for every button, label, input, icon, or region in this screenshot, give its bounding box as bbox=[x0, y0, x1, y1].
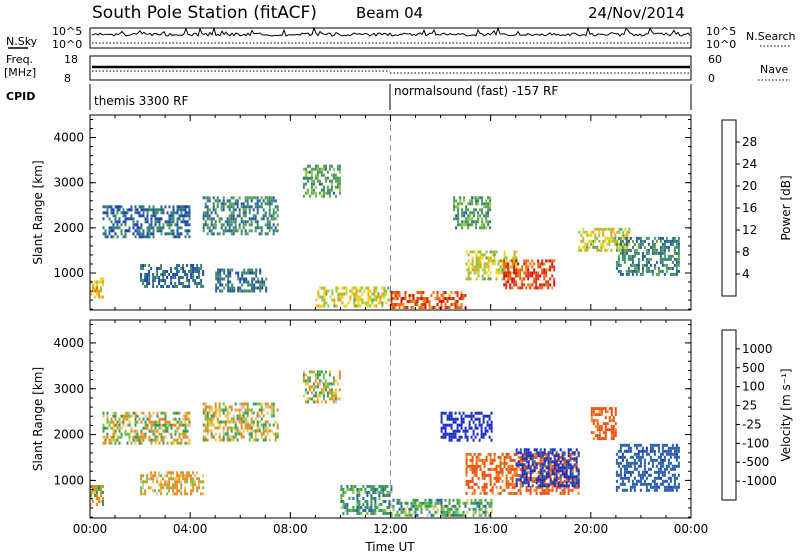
data-region bbox=[440, 411, 493, 442]
colorbar-tick-label: 24 bbox=[742, 157, 757, 171]
y-axis-label: Slant Range [km] bbox=[31, 367, 45, 471]
data-region bbox=[302, 164, 341, 198]
y-tick-label: 1000 bbox=[53, 266, 84, 280]
nsearch-tick-bottom: 10^0 bbox=[706, 38, 736, 51]
nave-tick-top: 60 bbox=[708, 53, 722, 66]
data-region bbox=[390, 498, 493, 517]
data-region bbox=[578, 227, 631, 252]
freq-label-1: Freq. bbox=[6, 53, 33, 66]
date-label: 24/Nov/2014 bbox=[588, 4, 685, 22]
colorbar-tick-label: 25 bbox=[742, 399, 757, 413]
freq-tick-top: 18 bbox=[64, 53, 78, 66]
cpid-label: CPID bbox=[6, 90, 35, 103]
y-tick-label: 2000 bbox=[53, 221, 84, 235]
x-tick-label: 04:00 bbox=[173, 522, 208, 536]
power-colorbar: 4 8 12 16 20 24 28 Power [dB] bbox=[721, 119, 793, 297]
x-tick-label: 20:00 bbox=[574, 522, 609, 536]
x-tick-label: 00:00 bbox=[674, 522, 709, 536]
nsky-tick-bottom: 10^0 bbox=[52, 38, 82, 51]
x-tick-label: 00:00 bbox=[73, 522, 108, 536]
colorbar-tick-label: 1000 bbox=[742, 342, 773, 356]
nsearch-tick-top: 10^5 bbox=[706, 25, 736, 38]
colorbar-tick-label: -25 bbox=[742, 417, 762, 431]
colorbar-tick-label: -1000 bbox=[742, 474, 777, 488]
data-region bbox=[140, 264, 205, 288]
x-tick-label: 16:00 bbox=[473, 522, 508, 536]
data-region bbox=[503, 259, 556, 290]
cpid-program-1: themis 3300 RF bbox=[94, 94, 188, 108]
nave-label: Nave bbox=[760, 63, 788, 76]
freq-tick-bottom: 8 bbox=[64, 72, 71, 85]
nsky-tick-top: 10^5 bbox=[52, 25, 82, 38]
y-tick-label: 4000 bbox=[53, 131, 84, 145]
colorbar-tick-label: -500 bbox=[742, 455, 769, 469]
nave-tick-bottom: 0 bbox=[708, 72, 715, 85]
y-tick-label: 3000 bbox=[53, 382, 84, 396]
data-region bbox=[90, 485, 104, 506]
data-region bbox=[215, 268, 268, 293]
colorbar-tick-label: 4 bbox=[742, 267, 750, 281]
colorbar-label: Velocity [m s⁻¹] bbox=[779, 368, 793, 461]
data-region bbox=[302, 370, 341, 404]
colorbar-tick-label: 16 bbox=[742, 201, 757, 215]
data-region bbox=[453, 196, 492, 230]
x-axis-label: Time UT bbox=[364, 540, 415, 554]
nsky-label: N.Sky bbox=[6, 35, 38, 48]
beam-label: Beam 04 bbox=[356, 4, 423, 22]
data-region bbox=[515, 448, 580, 488]
y-axis-label: Slant Range [km] bbox=[31, 160, 45, 264]
colorbar-tick-label: 28 bbox=[742, 135, 757, 149]
y-tick-label: 2000 bbox=[53, 428, 84, 442]
nsky-series bbox=[91, 26, 691, 44]
freq-label-2: [MHz] bbox=[4, 66, 36, 79]
data-region bbox=[140, 471, 205, 496]
data-region bbox=[202, 196, 279, 236]
x-tick-label: 12:00 bbox=[373, 522, 408, 536]
data-region bbox=[340, 485, 393, 515]
x-tick-label: 08:00 bbox=[273, 522, 308, 536]
colorbar-tick-label: 20 bbox=[742, 179, 757, 193]
velocity-panel: 1000 2000 3000 4000 Slant Range [km] 00:00 04:… bbox=[31, 319, 709, 536]
y-tick-label: 3000 bbox=[53, 176, 84, 190]
data-region bbox=[590, 407, 617, 441]
chart-title: South Pole Station (fitACF) bbox=[92, 3, 317, 23]
colorbar-label: Power [dB] bbox=[779, 175, 793, 240]
nsky-strip bbox=[89, 27, 692, 49]
data-region bbox=[615, 443, 680, 492]
freq-strip bbox=[89, 55, 692, 81]
colorbar-tick-label: -100 bbox=[742, 436, 769, 450]
data-region bbox=[102, 411, 191, 445]
data-region bbox=[390, 291, 467, 309]
data-region bbox=[102, 205, 191, 239]
colorbar-tick-label: 500 bbox=[742, 361, 765, 375]
power-panel: 1000 2000 3000 4000 Slant Range [km] bbox=[31, 114, 692, 311]
colorbar-tick-label: 12 bbox=[742, 223, 757, 237]
nsearch-label: N.Search bbox=[746, 30, 796, 43]
y-tick-label: 1000 bbox=[53, 473, 84, 487]
cpid-program-2: normalsound (fast) -157 RF bbox=[394, 84, 558, 98]
data-region bbox=[315, 286, 392, 308]
data-region bbox=[202, 402, 279, 442]
data-region bbox=[615, 236, 680, 276]
colorbar-tick-label: 8 bbox=[742, 245, 750, 259]
y-tick-label: 4000 bbox=[53, 336, 84, 350]
colorbar-tick-label: 100 bbox=[742, 380, 765, 394]
